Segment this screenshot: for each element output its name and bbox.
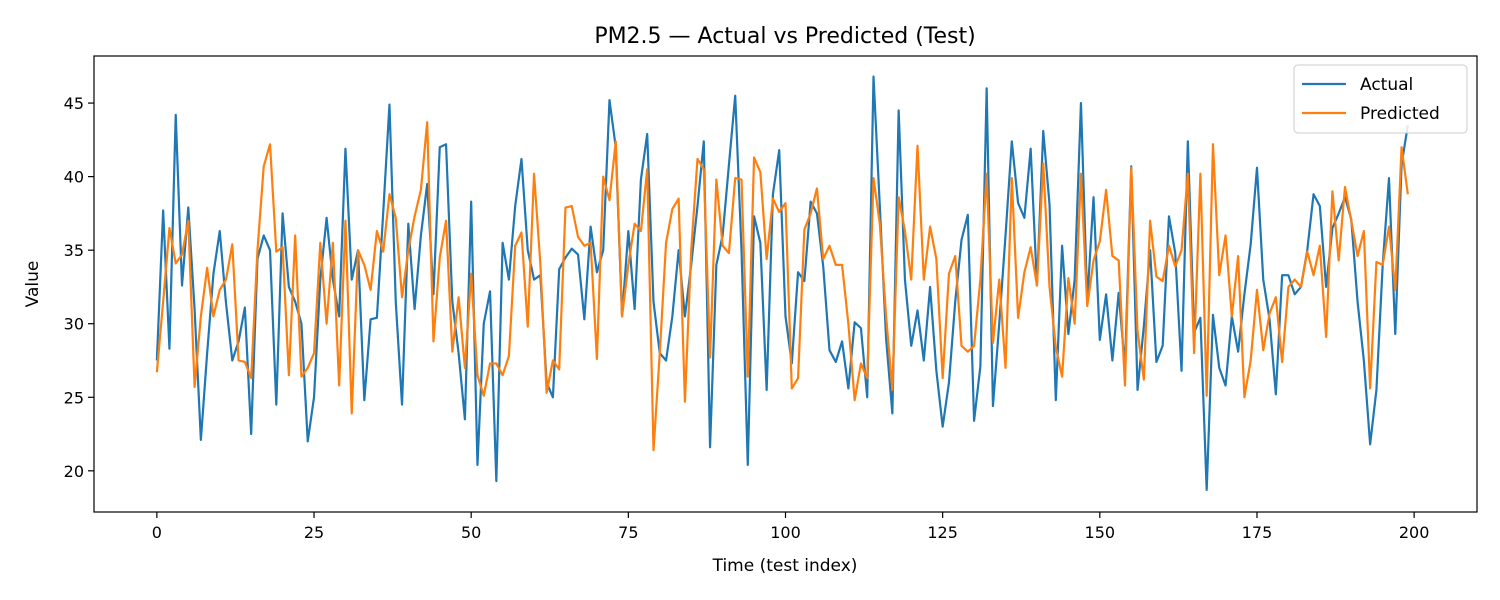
x-tick-label: 50 [461,523,481,542]
y-tick-label: 45 [64,94,84,113]
legend-box [1293,64,1468,134]
series-line-predicted [155,121,1409,452]
x-tick-label: 75 [618,523,638,542]
series-line-actual [155,75,1409,492]
y-axis: 20 25 30 35 40 45 [64,94,94,481]
y-tick-label: 20 [64,462,84,481]
legend-label-actual: Actual [1360,75,1413,95]
x-axis-label: Time (test index) [712,556,858,576]
x-axis: 0 25 50 75 100 125 150 175 200 [152,512,1430,542]
x-tick-label: 25 [304,523,324,542]
y-tick-label: 30 [64,315,84,334]
x-tick-label: 125 [927,523,958,542]
x-tick-label: 0 [152,523,162,542]
x-tick-label: 200 [1399,523,1430,542]
chart-title: PM2.5 — Actual vs Predicted (Test) [594,24,975,49]
x-tick-label: 175 [1242,523,1273,542]
x-tick-label: 150 [1085,523,1116,542]
legend-label-predicted: Predicted [1360,104,1440,124]
x-tick-label: 100 [770,523,801,542]
y-tick-label: 25 [64,388,84,407]
y-tick-label: 40 [64,168,84,187]
legend: Actual Predicted [1293,64,1468,134]
y-axis-label: Value [23,261,43,308]
y-tick-label: 35 [64,241,84,260]
plot-frame [93,55,1478,513]
